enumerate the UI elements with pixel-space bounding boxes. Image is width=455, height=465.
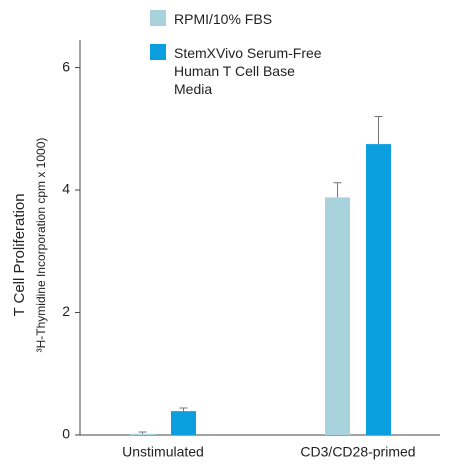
y-axis-label: T Cell Proliferation — [11, 193, 28, 316]
y-tick-label: 2 — [62, 303, 70, 319]
y-axis-sublabel: ³H-Thymidine Incorporation cpm x 1000) — [34, 138, 48, 353]
bar — [325, 197, 350, 435]
bar — [130, 433, 155, 435]
bar — [366, 144, 391, 435]
legend-label: RPMI/10% FBS — [174, 11, 273, 27]
error-bar — [374, 116, 383, 145]
legend-item: StemXVivo Serum-Free Human T Cell Base M… — [150, 44, 334, 98]
y-tick-label: 6 — [62, 58, 70, 74]
x-tick-label: Unstimulated — [122, 444, 204, 460]
legend-item: RPMI/10% FBS — [150, 10, 334, 28]
legend-swatch — [150, 10, 166, 26]
legend-swatch — [150, 44, 166, 60]
error-bar — [138, 431, 147, 434]
legend-label: StemXVivo Serum-Free Human T Cell Base M… — [174, 45, 322, 97]
y-tick-label: 0 — [62, 426, 70, 442]
error-bar — [179, 407, 188, 412]
error-bar — [333, 182, 342, 198]
bar — [171, 411, 196, 435]
y-tick-label: 4 — [62, 181, 70, 197]
x-tick-label: CD3/CD28-primed — [300, 444, 415, 460]
